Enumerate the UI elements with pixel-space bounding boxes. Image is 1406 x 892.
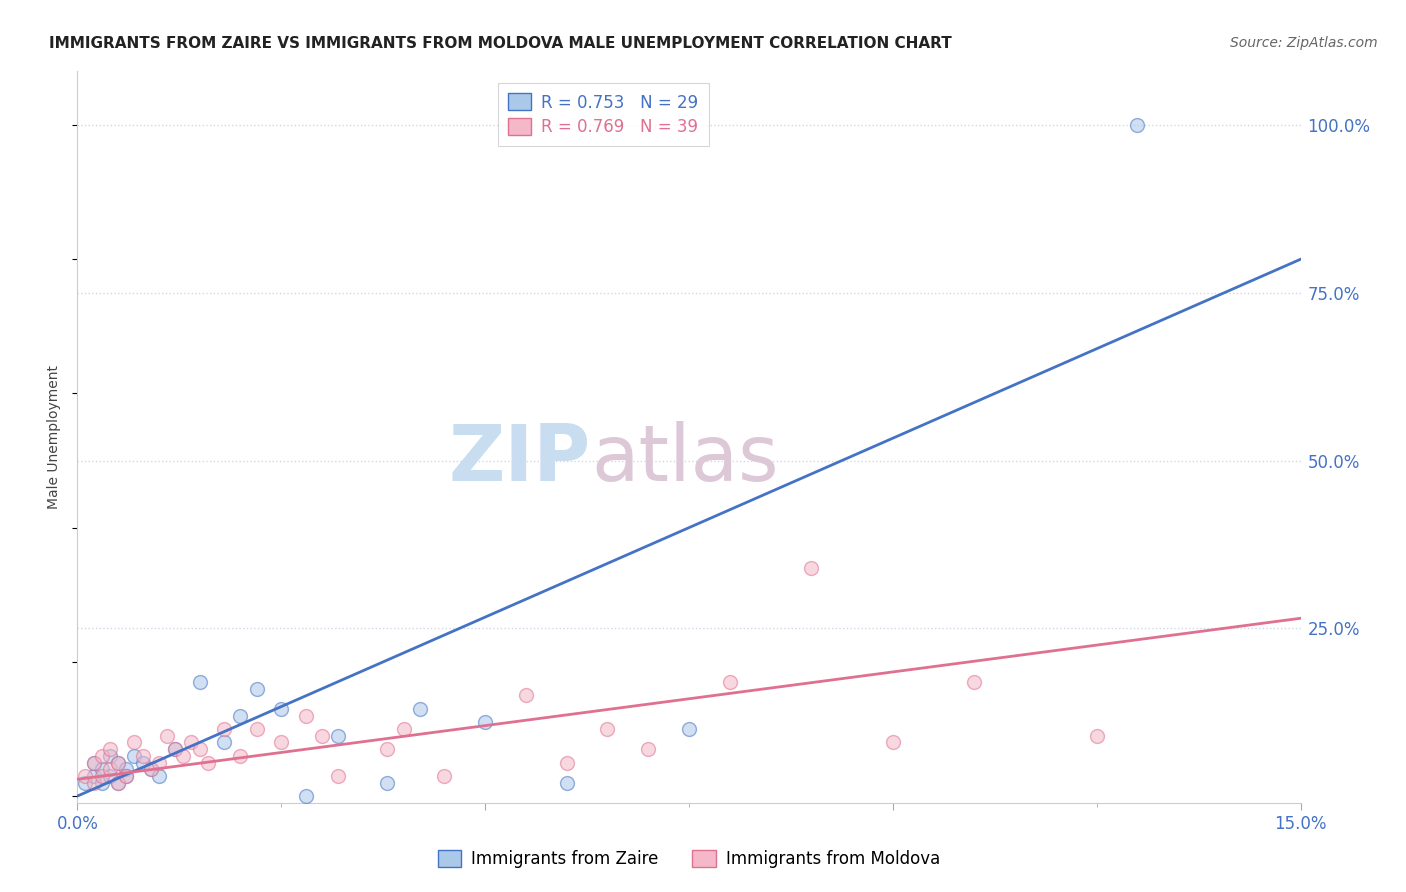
- Legend: Immigrants from Zaire, Immigrants from Moldova: Immigrants from Zaire, Immigrants from M…: [432, 843, 946, 875]
- Point: [139, 762, 162, 776]
- Point: [172, 748, 194, 763]
- Point: [637, 742, 659, 756]
- Point: [328, 769, 350, 783]
- Legend: R = 0.753   N = 29, R = 0.769   N = 39: R = 0.753 N = 29, R = 0.769 N = 39: [498, 83, 709, 146]
- Point: [131, 756, 153, 770]
- Point: [882, 735, 904, 749]
- Point: [156, 729, 179, 743]
- Point: [596, 722, 619, 736]
- Point: [107, 756, 129, 770]
- Point: [246, 681, 269, 696]
- Y-axis label: Male Unemployment: Male Unemployment: [48, 365, 62, 509]
- Text: ZIP: ZIP: [449, 421, 591, 497]
- Point: [1085, 729, 1108, 743]
- Point: [165, 742, 187, 756]
- Point: [90, 748, 112, 763]
- Point: [107, 775, 129, 789]
- Text: Source: ZipAtlas.com: Source: ZipAtlas.com: [1230, 36, 1378, 50]
- Point: [270, 735, 292, 749]
- Point: [75, 769, 97, 783]
- Point: [311, 729, 333, 743]
- Point: [229, 708, 252, 723]
- Point: [375, 775, 398, 789]
- Point: [90, 769, 112, 783]
- Point: [165, 742, 187, 756]
- Point: [188, 742, 211, 756]
- Point: [139, 762, 162, 776]
- Point: [188, 675, 211, 690]
- Point: [212, 722, 235, 736]
- Point: [433, 769, 456, 783]
- Point: [90, 762, 112, 776]
- Point: [90, 775, 112, 789]
- Point: [131, 748, 153, 763]
- Point: [474, 715, 496, 730]
- Point: [83, 756, 105, 770]
- Point: [515, 689, 537, 703]
- Point: [75, 775, 97, 789]
- Point: [328, 729, 350, 743]
- Point: [1126, 118, 1149, 132]
- Point: [197, 756, 219, 770]
- Point: [98, 742, 121, 756]
- Point: [375, 742, 398, 756]
- Point: [963, 675, 986, 690]
- Point: [148, 769, 170, 783]
- Point: [115, 762, 138, 776]
- Point: [555, 775, 578, 789]
- Point: [246, 722, 269, 736]
- Point: [124, 748, 146, 763]
- Point: [180, 735, 202, 749]
- Point: [83, 775, 105, 789]
- Point: [409, 702, 432, 716]
- Point: [294, 708, 316, 723]
- Point: [98, 762, 121, 776]
- Point: [392, 722, 415, 736]
- Point: [229, 748, 252, 763]
- Point: [718, 675, 741, 690]
- Point: [107, 775, 129, 789]
- Point: [800, 561, 823, 575]
- Text: IMMIGRANTS FROM ZAIRE VS IMMIGRANTS FROM MOLDOVA MALE UNEMPLOYMENT CORRELATION C: IMMIGRANTS FROM ZAIRE VS IMMIGRANTS FROM…: [49, 36, 952, 51]
- Point: [83, 769, 105, 783]
- Point: [115, 769, 138, 783]
- Point: [115, 769, 138, 783]
- Point: [107, 756, 129, 770]
- Point: [148, 756, 170, 770]
- Point: [98, 769, 121, 783]
- Text: atlas: atlas: [591, 421, 779, 497]
- Point: [555, 756, 578, 770]
- Point: [124, 735, 146, 749]
- Point: [294, 789, 316, 803]
- Point: [678, 722, 700, 736]
- Point: [212, 735, 235, 749]
- Point: [270, 702, 292, 716]
- Point: [98, 748, 121, 763]
- Point: [83, 756, 105, 770]
